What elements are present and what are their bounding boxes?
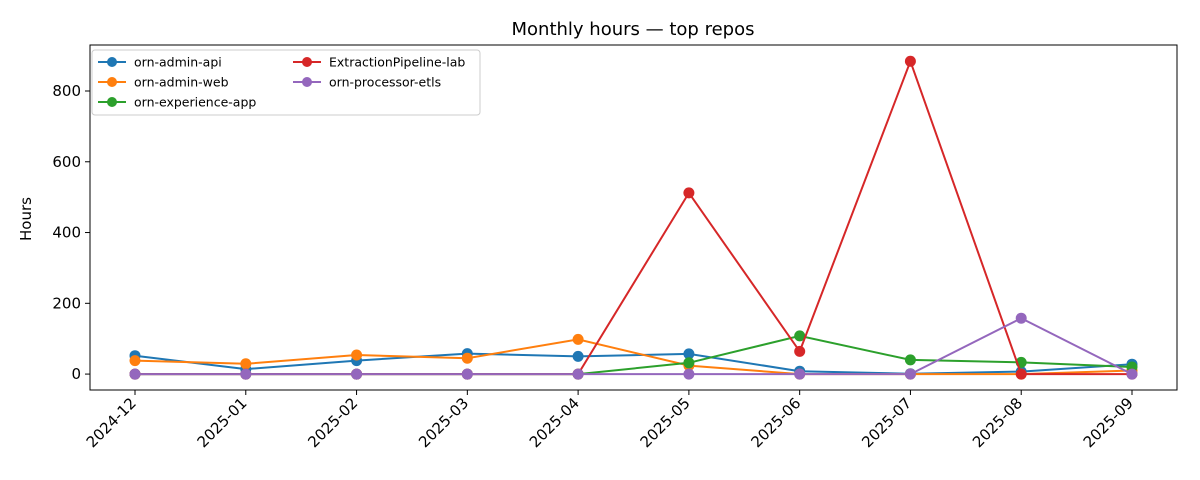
data-point: [129, 355, 141, 367]
data-point: [572, 368, 584, 380]
series-line: [135, 317, 1133, 376]
data-point: [240, 358, 252, 370]
y-tick-label: 200: [52, 294, 81, 312]
y-tick-label: 0: [71, 365, 81, 383]
y-axis-label: Hours: [17, 197, 35, 241]
data-point: [1015, 312, 1027, 324]
data-point: [904, 368, 916, 380]
legend-label: orn-processor-etls: [329, 75, 441, 90]
chart-title: Monthly hours — top repos: [512, 19, 755, 40]
data-point: [683, 187, 695, 199]
data-point: [461, 368, 473, 380]
data-point: [129, 368, 141, 380]
data-point: [794, 368, 806, 380]
data-point: [351, 368, 363, 380]
data-point: [904, 55, 916, 67]
data-point: [794, 330, 806, 342]
data-point: [1015, 368, 1027, 380]
data-point: [572, 333, 584, 345]
series-line: [134, 338, 1133, 376]
series-line: [134, 352, 1133, 375]
data-point: [1126, 368, 1138, 380]
data-point: [240, 368, 252, 380]
legend: orn-admin-api orn-admin-web orn-experience…: [91, 49, 481, 116]
legend-marker: [107, 97, 117, 107]
axes-frame: [89, 44, 1178, 391]
y-tick-label: 400: [52, 224, 81, 242]
legend-box: [91, 49, 481, 116]
legend-marker: [302, 57, 312, 67]
data-point: [683, 348, 695, 360]
data-point: [461, 352, 473, 364]
legend-label: orn-admin-web: [134, 75, 229, 90]
data-point: [351, 349, 363, 361]
legend-label: orn-admin-api: [134, 55, 222, 70]
legend-marker: [107, 77, 117, 87]
y-tick-label: 600: [52, 153, 81, 171]
legend-label: ExtractionPipeline-lab: [329, 55, 465, 70]
data-point: [904, 354, 916, 366]
data-point: [683, 368, 695, 380]
y-tick-label: 800: [52, 82, 81, 100]
data-point: [683, 357, 695, 369]
legend-label: orn-experience-app: [134, 95, 256, 110]
legend-marker: [107, 57, 117, 67]
legend-marker: [302, 77, 312, 87]
data-point: [572, 350, 584, 362]
data-point: [794, 345, 806, 357]
